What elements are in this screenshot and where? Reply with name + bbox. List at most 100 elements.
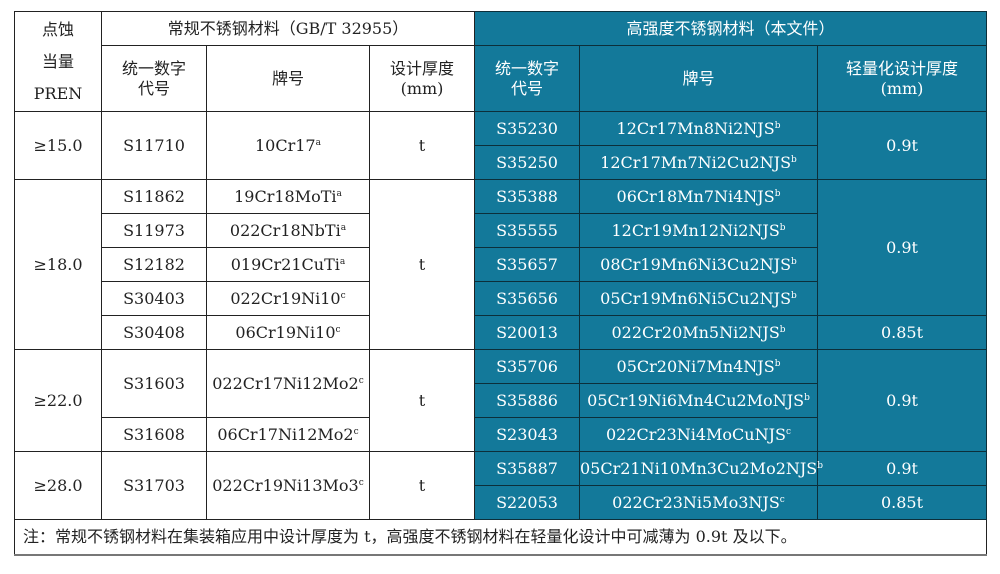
footnote-mark: a [339, 256, 346, 267]
light-thickness-text: 0.85t [880, 492, 924, 512]
design-thickness: t [369, 349, 475, 452]
footnote-mark: b [791, 290, 797, 301]
footnote-mark: c [785, 426, 792, 437]
design-thickness-header: 设计厚度 (mm) [369, 45, 475, 112]
high-strength-grade-text: 08Cr19Mn6Ni3Cu2NJS [600, 254, 792, 274]
pren-value-text: ≥15.0 [33, 135, 83, 155]
high-strength-grade: 022Cr23Ni5Mo3NJSc [579, 485, 818, 520]
conventional-code-text: S31603 [123, 373, 185, 393]
table-row: S22053 022Cr23Ni5Mo3NJSc 0.85t [15, 485, 987, 520]
conventional-grade-text: 06Cr17Ni12Mo2 [217, 424, 354, 444]
high-strength-code-text: S23043 [496, 424, 558, 444]
conventional-grade-text: 10Cr17 [255, 135, 316, 155]
conventional-code-text: S31703 [123, 475, 185, 495]
conventional-grade: 022Cr17Ni12Mo2c [206, 349, 370, 418]
code-header: 统一数字 代号 [101, 45, 207, 112]
high-strength-code: S35706 [474, 349, 580, 384]
hs-code-header: 统一数字 代号 [474, 45, 580, 112]
light-thickness: 0.85t [817, 485, 987, 520]
high-strength-grade-text: 12Cr17Mn8Ni2NJS [616, 118, 775, 138]
high-strength-grade-text: 05Cr19Ni6Mn4Cu2MoNJS [587, 390, 805, 410]
high-strength-code-text: S35886 [496, 390, 558, 410]
high-strength-grade: 05Cr19Mn6Ni5Cu2NJSb [579, 281, 818, 316]
high-strength-grade: 06Cr18Mn7Ni4NJSb [579, 179, 818, 214]
design-thickness: t [369, 179, 475, 350]
footnote-mark: c [779, 494, 785, 505]
footnote-mark: c [358, 477, 364, 488]
conventional-header: 常规不锈钢材料（GB/T 32955） [101, 11, 475, 46]
steel-comparison-table: 点蚀 当量 PREN 常规不锈钢材料（GB/T 32955） 高强度不锈钢材料（… [14, 11, 987, 556]
hs-grade-header: 牌号 [579, 45, 818, 112]
high-strength-code-text: S20013 [496, 322, 558, 342]
pren-value: ≥22.0 [14, 349, 102, 452]
table-row: S30403 022Cr19Ni10c S35656 05Cr19Mn6Ni5Cu2N… [15, 281, 987, 316]
footnote-mark: a [340, 222, 347, 233]
footnote-mark: b [774, 120, 781, 131]
conventional-code-text: S30403 [123, 288, 185, 308]
conventional-code: S31608 [101, 417, 207, 452]
light-thickness: 0.9t [817, 451, 987, 486]
table-row: ≥15.0 S11710 10Cr17a t S35230 12Cr17Mn8Ni2NJS… [14, 111, 987, 180]
high-strength-code: S23043 [474, 417, 580, 452]
high-strength-grade-text: 05Cr19Mn6Ni5Cu2NJS [600, 288, 792, 308]
pren-value: ≥15.0 [14, 111, 102, 180]
conventional-grade: 19Cr18MoTia [206, 179, 370, 214]
high-strength-code: S35887 [474, 451, 580, 486]
high-strength-code-text: S35555 [496, 220, 558, 240]
conventional-grade: 022Cr19Ni10c [206, 281, 370, 316]
table-row: ≥28.0 S31703 022Cr19Ni13Mo3c t S35887 05Cr21N… [14, 451, 987, 520]
high-strength-grade: 12Cr19Mn12Ni2NJSb [579, 213, 818, 248]
conventional-code-text: S31608 [123, 424, 185, 444]
table-row: ≥18.0 S11862 19Cr18MoTia t S35388 06Cr18Mn7Ni… [14, 179, 987, 350]
conventional-grade: 022Cr19Ni13Mo3c [206, 451, 370, 520]
pren-header: 点蚀 当量 PREN [14, 11, 102, 112]
footnote-mark: b [774, 358, 781, 369]
design-thickness-text: t [418, 475, 426, 495]
conventional-grade: 022Cr18NbTia [206, 213, 370, 248]
conventional-grade-text: 06Cr19Ni10 [235, 322, 336, 342]
design-thickness-text: t [418, 390, 426, 410]
high-strength-code-text: S22053 [496, 492, 558, 512]
light-thickness-text: 0.85t [880, 322, 924, 342]
table-row: S12182 019Cr21CuTia S35657 08Cr19Mn6Ni3Cu2N… [15, 247, 987, 282]
conventional-code-text: S11710 [123, 135, 185, 155]
pren-value: ≥28.0 [14, 451, 102, 520]
footnote-mark: b [791, 154, 797, 165]
high-strength-code: S35886 [474, 383, 580, 418]
high-strength-grade: 08Cr19Mn6Ni3Cu2NJSb [579, 247, 818, 282]
high-strength-code-text: S35230 [496, 118, 558, 138]
footnote-mark: b [779, 324, 786, 335]
grade-header: 牌号 [206, 45, 370, 112]
conventional-grade-text: 019Cr21CuTi [230, 254, 340, 274]
pren-value-text: ≥22.0 [33, 390, 83, 410]
conventional-grade-text: 022Cr17Ni12Mo2 [212, 373, 359, 393]
high-strength-grade: 05Cr19Ni6Mn4Cu2MoNJSb [579, 383, 818, 418]
high-strength-code: S35230 [474, 111, 580, 146]
conventional-grade: 10Cr17a [206, 111, 370, 180]
design-thickness-text: t [418, 254, 426, 274]
conventional-code-text: S30408 [123, 322, 185, 342]
light-thickness-text: 0.9t [886, 458, 918, 478]
table-row: S35250 12Cr17Mn7Ni2Cu2NJSb [15, 145, 987, 180]
footnote-mark: c [353, 426, 359, 437]
conventional-code-text: S11862 [123, 186, 185, 206]
conventional-grade-text: 022Cr19Ni13Mo3 [212, 475, 359, 495]
conventional-code: S30408 [101, 315, 207, 350]
conventional-code-text: S12182 [123, 254, 185, 274]
conventional-grade-text: 022Cr19Ni10 [230, 288, 341, 308]
footnote-mark: b [791, 256, 797, 267]
pren-value: ≥18.0 [14, 179, 102, 350]
high-strength-grade: 12Cr17Mn8Ni2NJSb [579, 111, 818, 146]
light-thickness-text: 0.9t [886, 237, 918, 257]
high-strength-code-text: S35706 [496, 356, 558, 376]
high-strength-grade-text: 022Cr20Mn5Ni2NJS [611, 322, 780, 342]
note-row: 注：常规不锈钢材料在集装箱应用中设计厚度为 t，高强度不锈钢材料在轻量化设计中可… [14, 519, 987, 556]
footnote-mark: a [315, 137, 321, 148]
footnote-mark: c [335, 324, 341, 335]
footnote-mark: b [817, 460, 824, 471]
conventional-code: S11973 [101, 213, 207, 248]
conventional-code: S31603 [101, 349, 207, 418]
conventional-code: S12182 [101, 247, 207, 282]
conventional-grade: 019Cr21CuTia [206, 247, 370, 282]
conventional-code: S11862 [101, 179, 207, 214]
